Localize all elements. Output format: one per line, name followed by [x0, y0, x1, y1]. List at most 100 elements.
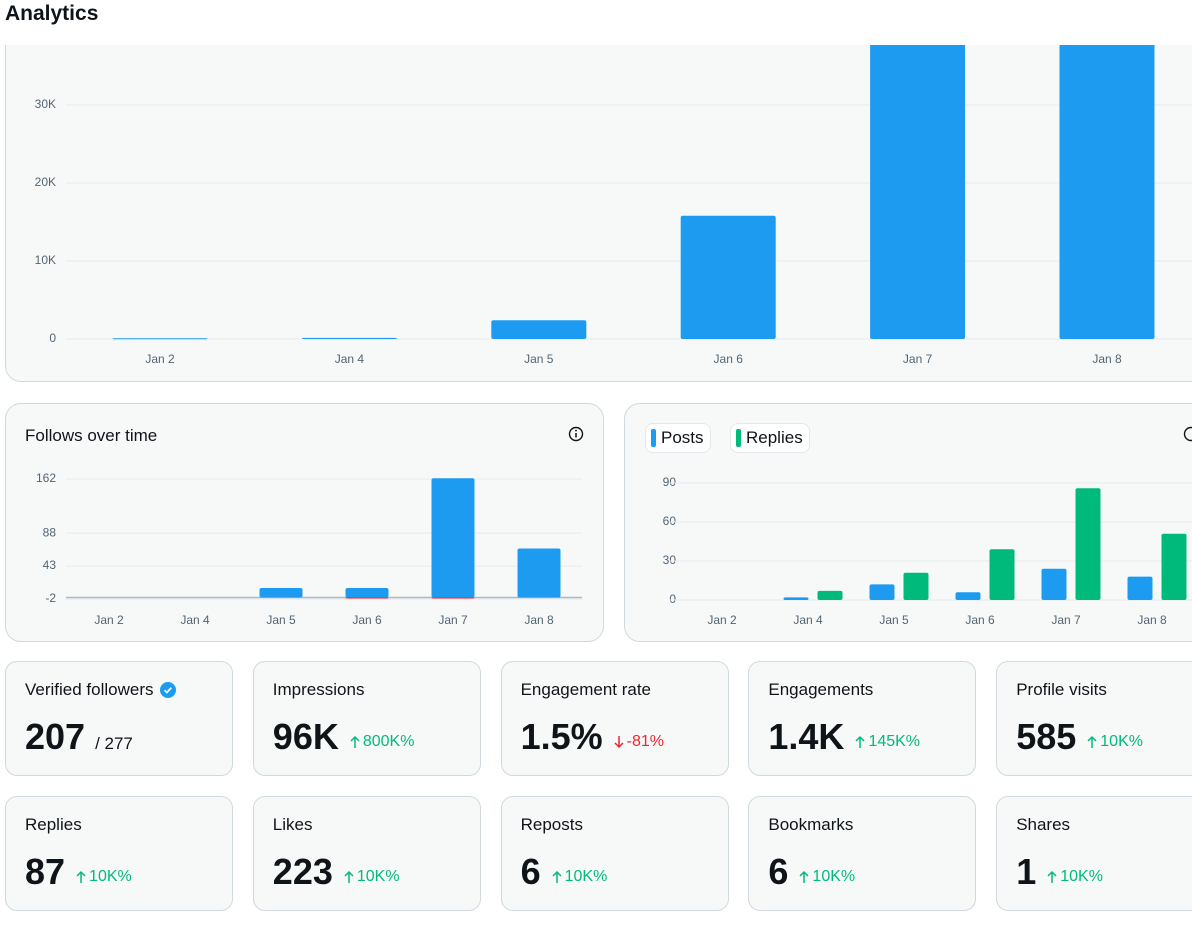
x-tick-label: Jan 4: [335, 352, 365, 366]
x-tick-label: Jan 7: [903, 352, 933, 366]
x-tick-label: Jan 8: [524, 613, 554, 627]
stat-change-text: 10K%: [564, 868, 608, 885]
stat-change: 10K%: [1086, 733, 1143, 751]
stat-change: -81%: [613, 733, 664, 751]
x-tick-label: Jan 4: [793, 613, 823, 627]
legend-item[interactable]: Replies: [730, 423, 810, 453]
legend-label: Posts: [661, 428, 704, 447]
arrow-shape: [799, 870, 809, 883]
y-tick-label: 0: [49, 331, 56, 345]
x-tick-label: Jan 7: [1051, 613, 1081, 627]
stat-value: 223: [272, 851, 333, 892]
stat-change-text: 10K%: [356, 868, 400, 885]
bar: [491, 320, 587, 339]
x-tick-label: Jan 2: [145, 352, 175, 366]
y-tick-label: 20K: [35, 175, 56, 189]
x-tick-label: Jan 6: [352, 613, 382, 627]
x-tick-label: Jan 5: [266, 613, 296, 627]
bar: [955, 592, 981, 600]
stat-label: Impressions: [272, 680, 365, 699]
page-title: Analytics: [5, 2, 99, 25]
y-tick-label: 43: [43, 558, 57, 572]
y-tick-label: 30K: [35, 97, 56, 111]
stat-change: 800K%: [349, 733, 415, 751]
info-icon[interactable]: [1182, 425, 1192, 443]
y-tick-label: 162: [36, 471, 56, 485]
y-tick-label: -2: [45, 591, 56, 605]
bar: [783, 597, 809, 600]
stat-value: 1: [1016, 851, 1037, 892]
badge-check: [163, 687, 172, 694]
arrow-shape: [344, 870, 354, 883]
x-tick-label: Jan 4: [180, 613, 210, 627]
stat-card: Verified followers 207 / 277: [5, 661, 233, 776]
bar: [1041, 568, 1067, 600]
stat-value: 6: [520, 851, 541, 892]
bar: [259, 588, 303, 598]
trend-arrow: [1047, 870, 1057, 883]
y-tick-label: 88: [43, 525, 57, 539]
stat-change: 10K%: [798, 868, 855, 886]
stat-change-text: 800K%: [362, 733, 415, 750]
legend-label: Replies: [746, 428, 803, 447]
stat-value: 6: [768, 851, 789, 892]
impressions-chart: 0 10K 20K 30K Jan 2 Jan 4 Jan 5 Jan 6 Jan 7 Jan 8: [35, 45, 1192, 366]
arrow-shape: [350, 735, 360, 748]
bar: [989, 549, 1015, 600]
impressions-card: 0 10K 20K 30K Jan 2 Jan 4 Jan 5 Jan 6 Jan 7 Jan 8: [5, 45, 1192, 382]
stat-value-row: 87 10K%: [25, 851, 132, 893]
stat-change: 10K%: [1046, 868, 1103, 886]
x-tick-label: Jan 5: [524, 352, 554, 366]
bar: [1161, 533, 1187, 600]
arrow-shape: [1047, 870, 1057, 883]
stat-change-text: -81%: [626, 733, 665, 750]
stat-card: Likes 223 10K%: [252, 796, 481, 911]
stat-label: Engagement rate: [520, 680, 652, 699]
bar: [680, 215, 776, 339]
stat-value-row: 1.5% -81%: [521, 716, 664, 758]
legend-swatch: [736, 429, 741, 447]
trend-arrow: [1087, 735, 1097, 748]
trend-arrow: [799, 870, 809, 883]
stat-label-row: Engagements: [768, 680, 873, 700]
stat-value-row: 6 10K%: [521, 851, 608, 893]
stat-label: Profile visits: [1016, 680, 1107, 699]
arrow-shape: [76, 870, 86, 883]
posts-chart: 0 30 60 90 Jan 2 Jan 4 Jan 5 Jan 6 Jan 7 Jan 8: [663, 475, 1192, 627]
arrow-shape: [552, 870, 562, 883]
legend-item[interactable]: Posts: [645, 423, 711, 453]
stat-label-row: Engagement rate: [521, 680, 651, 700]
x-tick-label: Jan 7: [438, 613, 468, 627]
stat-card: Reposts 6 10K%: [500, 796, 729, 911]
stat-label: Replies: [25, 815, 82, 834]
bar: [301, 337, 397, 339]
info-icon[interactable]: [567, 425, 585, 443]
bar: [345, 597, 389, 599]
follows-card: -2 43 88 162 Jan 2 Jan 4 Jan 5 Jan 6 Jan 7 Jan 8 …: [5, 403, 604, 642]
stat-card: Replies 87 10K%: [5, 796, 233, 911]
trend-arrow: [855, 735, 865, 748]
stat-label-row: Impressions: [273, 680, 365, 700]
y-tick-label: 30: [663, 553, 677, 567]
stat-label-row: Likes: [273, 815, 313, 835]
trend-arrow: [350, 735, 360, 748]
stat-card: Engagements 1.4K 145K%: [748, 661, 977, 776]
stat-label: Bookmarks: [768, 815, 854, 834]
stat-change: 10K%: [551, 868, 608, 886]
trend-arrow: [614, 736, 624, 749]
stat-change-text: 10K%: [1100, 733, 1143, 750]
stat-label: Engagements: [768, 680, 874, 699]
x-tick-label: Jan 2: [707, 613, 737, 627]
stat-label-row: Replies: [25, 815, 82, 835]
bar: [1075, 488, 1101, 600]
stat-value: 87: [25, 851, 66, 892]
bar: [431, 597, 475, 599]
stat-label-row: Reposts: [521, 815, 583, 835]
stat-value-row: 223 10K%: [273, 851, 400, 893]
y-tick-label: 10K: [35, 253, 56, 267]
stat-change-text: 10K%: [89, 868, 132, 885]
stat-label: Likes: [272, 815, 313, 834]
stat-change: 10K%: [343, 868, 400, 886]
y-tick-label: 0: [669, 592, 676, 606]
